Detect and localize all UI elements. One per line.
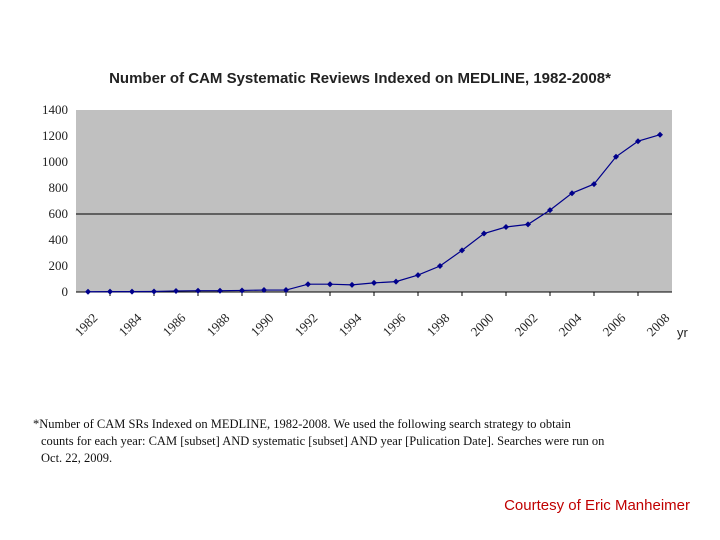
chart-title: Number of CAM Systematic Reviews Indexed… xyxy=(109,70,611,87)
data-point xyxy=(525,221,531,228)
data-point xyxy=(569,190,575,197)
data-point xyxy=(349,281,355,288)
x-tick-label: 1988 xyxy=(204,310,233,339)
x-tick-label: 1994 xyxy=(336,310,365,339)
data-point xyxy=(613,153,619,160)
data-point xyxy=(151,288,157,295)
data-point xyxy=(239,287,245,294)
x-axis-title: yr xyxy=(677,325,688,340)
x-tick-label: 1990 xyxy=(248,310,277,339)
x-tick-label: 2000 xyxy=(468,310,497,339)
data-point xyxy=(371,279,377,286)
x-tick-label: 2004 xyxy=(556,310,585,339)
y-axis-labels: 0 200 400 600 800 1000 1200 1400 xyxy=(42,102,68,299)
footnote-line-2: counts for each year: CAM [subset] AND s… xyxy=(41,434,605,448)
y-tick-label: 0 xyxy=(62,284,69,299)
x-tick-label: 1998 xyxy=(424,310,453,339)
data-point xyxy=(459,247,465,254)
x-tick-label: 1982 xyxy=(72,310,101,339)
data-point xyxy=(261,287,267,294)
footnote-line-3: Oct. 22, 2009. xyxy=(41,451,113,465)
y-tick-label: 1200 xyxy=(42,128,68,143)
data-point xyxy=(173,287,179,294)
x-tick-label: 1996 xyxy=(380,310,409,339)
data-point xyxy=(327,281,333,288)
x-tick-label: 2002 xyxy=(512,310,541,339)
data-point xyxy=(503,224,509,230)
data-point xyxy=(217,287,223,294)
data-point xyxy=(283,287,289,294)
data-point xyxy=(437,263,443,269)
data-point xyxy=(635,138,641,145)
y-tick-label: 600 xyxy=(49,206,69,221)
x-tick-label: 2006 xyxy=(600,310,629,339)
data-point xyxy=(129,288,135,295)
x-tick-label: 1992 xyxy=(292,310,321,339)
x-axis-labels: 1982 1984 1986 1988 1990 1992 1994 1996 1998 2000… xyxy=(72,310,673,339)
x-tick-label: 1984 xyxy=(116,310,145,339)
plot-background xyxy=(76,110,672,292)
y-tick-label: 200 xyxy=(49,258,69,273)
data-point xyxy=(657,131,663,138)
x-tick-label: 1986 xyxy=(160,310,189,339)
x-axis-ticks xyxy=(109,292,639,296)
y-tick-label: 1400 xyxy=(42,102,68,117)
footnote-line-1: *Number of CAM SRs Indexed on MEDLINE, 1… xyxy=(33,417,571,431)
footnote: *Number of CAM SRs Indexed on MEDLINE, 1… xyxy=(33,416,698,467)
data-point xyxy=(107,288,113,295)
data-markers xyxy=(85,131,663,295)
data-point xyxy=(305,281,311,288)
x-tick-label: 2008 xyxy=(644,310,673,339)
y-tick-label: 1000 xyxy=(42,154,68,169)
y-tick-label: 400 xyxy=(49,232,69,247)
data-point xyxy=(85,288,91,295)
data-point xyxy=(591,181,597,188)
data-point xyxy=(393,278,399,285)
data-point xyxy=(547,207,553,214)
y-tick-label: 800 xyxy=(49,180,69,195)
data-point xyxy=(415,272,421,279)
credit-text: Courtesy of Eric Manheimer xyxy=(504,497,690,514)
data-point xyxy=(195,287,201,294)
data-point xyxy=(481,230,487,237)
